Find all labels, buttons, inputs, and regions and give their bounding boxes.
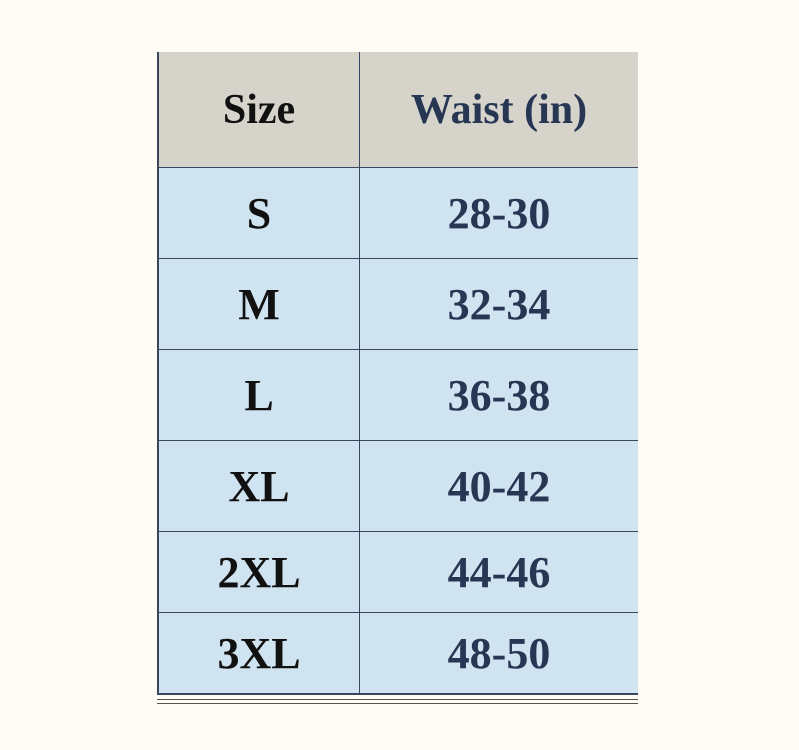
table-cell: L xyxy=(159,350,360,441)
table-cell: 40-42 xyxy=(360,441,638,532)
table-cell: M xyxy=(159,259,360,350)
header-cell: Size xyxy=(159,52,360,168)
table-cell: 32-34 xyxy=(360,259,638,350)
size-table: Size Waist (in) S 28-30 M 32-34 L 36-38 XL 40-42 2… xyxy=(157,52,638,695)
rule xyxy=(157,703,638,704)
table-cell: S xyxy=(159,168,360,259)
table-cell: 2XL xyxy=(159,532,360,613)
table-cell: 28-30 xyxy=(360,168,638,259)
header-cell: Waist (in) xyxy=(360,52,638,168)
table-cell: 44-46 xyxy=(360,532,638,613)
table-cell: XL xyxy=(159,441,360,532)
table-cell: 48-50 xyxy=(360,613,638,693)
rule xyxy=(157,699,638,700)
table-cell: 36-38 xyxy=(360,350,638,441)
table-cell: 3XL xyxy=(159,613,360,693)
